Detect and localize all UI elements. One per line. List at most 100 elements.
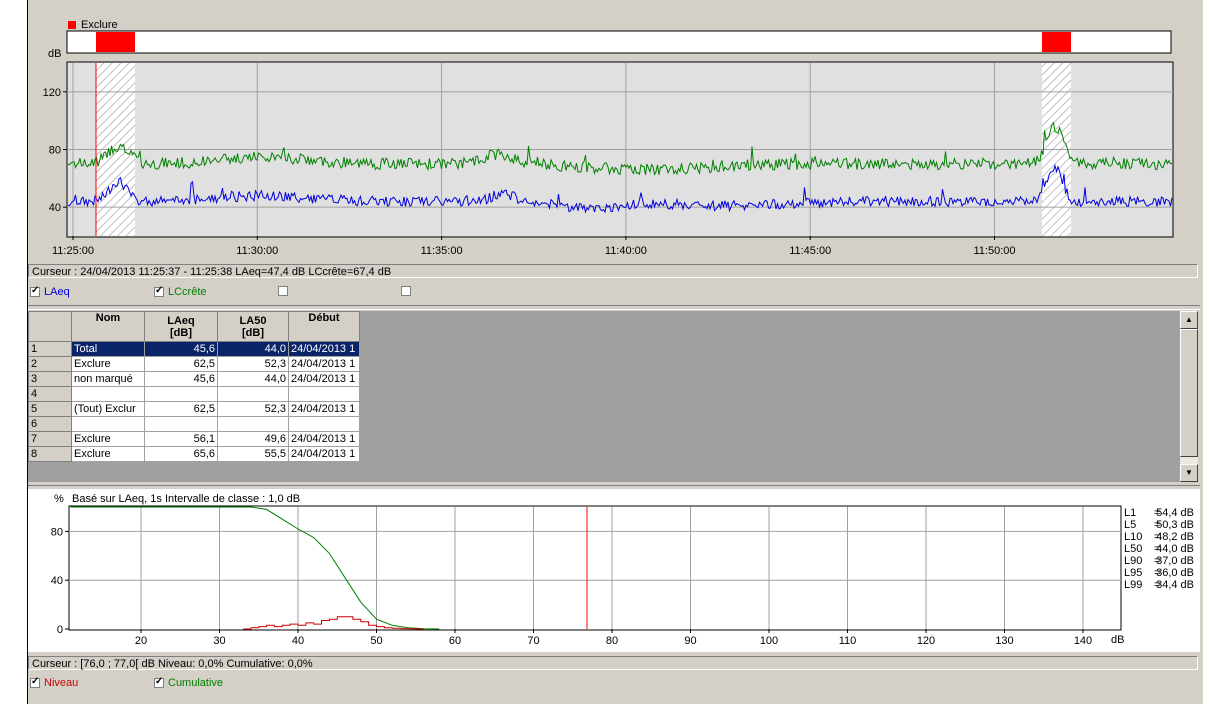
scroll-up-button[interactable]: ▲ bbox=[1180, 311, 1198, 329]
cell-la50[interactable]: 44,0 bbox=[217, 371, 289, 387]
cell-la50[interactable] bbox=[217, 416, 289, 432]
cell-debut[interactable]: 24/04/2013 1 bbox=[288, 371, 360, 387]
cell-nom[interactable] bbox=[71, 416, 145, 432]
empty-checkbox-2-box[interactable] bbox=[401, 286, 411, 296]
lccrete-checkbox-box[interactable] bbox=[154, 285, 164, 297]
cell-debut[interactable]: 24/04/2013 1 bbox=[288, 431, 360, 447]
cell-laeq[interactable] bbox=[144, 416, 218, 432]
scroll-thumb[interactable] bbox=[1180, 329, 1198, 457]
empty-checkbox-2[interactable] bbox=[401, 286, 411, 296]
percentile-equals: = bbox=[1154, 543, 1160, 555]
x-tick-label: 20 bbox=[135, 635, 147, 647]
cell-laeq[interactable]: 62,5 bbox=[144, 356, 218, 372]
cell-debut[interactable]: 24/04/2013 1 bbox=[288, 401, 360, 417]
cell-debut[interactable] bbox=[288, 416, 360, 432]
lccrete-checkbox[interactable]: LCcrête bbox=[154, 285, 207, 298]
splitter-top[interactable] bbox=[28, 305, 1200, 310]
y-tick-label: 0 bbox=[57, 624, 63, 636]
laeq-series-line bbox=[67, 163, 1173, 214]
table-row[interactable]: 3 non marqué 45,6 44,0 24/04/2013 1 bbox=[28, 371, 360, 387]
dist-cursor-readout: Curseur : [76,0 ; 77,0[ dB Niveau: 0,0% … bbox=[28, 656, 1198, 670]
table-row[interactable]: 2 Exclure 62,5 52,3 24/04/2013 1 bbox=[28, 356, 360, 372]
y-tick-label: 40 bbox=[51, 575, 63, 587]
cell-la50[interactable]: 44,0 bbox=[217, 341, 289, 357]
cell-nom[interactable] bbox=[71, 386, 145, 402]
cell-laeq[interactable]: 62,5 bbox=[144, 401, 218, 417]
cumulative-checkbox-box[interactable] bbox=[154, 676, 164, 688]
cell-nom[interactable]: (Tout) Exclur bbox=[71, 401, 145, 417]
dist-y-axis-ticks: 80 40 0 bbox=[51, 526, 69, 636]
cell-nom[interactable]: Total bbox=[71, 341, 145, 357]
row-number-cell[interactable]: 6 bbox=[28, 416, 72, 432]
exclude-marker-1[interactable] bbox=[96, 32, 135, 52]
results-table-body: 1 Total 45,6 44,0 24/04/2013 1 2 Exclure 62,5 52… bbox=[28, 341, 360, 462]
cell-laeq[interactable] bbox=[144, 386, 218, 402]
row-number-cell[interactable]: 8 bbox=[28, 446, 72, 462]
col-header-la50[interactable]: LA50 [dB] bbox=[217, 311, 289, 342]
y-tick-label: 80 bbox=[51, 526, 63, 538]
splitter-bottom[interactable] bbox=[28, 485, 1200, 490]
lccrete-checkbox-label: LCcrête bbox=[168, 286, 207, 298]
cell-nom[interactable]: Exclure bbox=[71, 431, 145, 447]
table-row[interactable]: 4 bbox=[28, 386, 360, 402]
niveau-checkbox-box[interactable] bbox=[30, 676, 40, 688]
cell-debut[interactable]: 24/04/2013 1 bbox=[288, 341, 360, 357]
distribution-chart[interactable]: % Basé sur LAeq, 1s Intervalle de classe… bbox=[28, 490, 1200, 652]
scroll-down-button[interactable]: ▼ bbox=[1180, 464, 1198, 482]
time-history-chart[interactable]: 120 80 40 11:25:00 11:30:00 11:35:00 11:40:00… bbox=[28, 28, 1200, 260]
row-number-cell[interactable]: 2 bbox=[28, 356, 72, 372]
row-number-cell[interactable]: 3 bbox=[28, 371, 72, 387]
col-header-la50-l2: [dB] bbox=[242, 326, 264, 339]
empty-checkbox-1[interactable] bbox=[278, 286, 288, 296]
table-row[interactable]: 5 (Tout) Exclur 62,5 52,3 24/04/2013 1 bbox=[28, 401, 360, 417]
exclude-swatch bbox=[68, 21, 76, 29]
y-tick-label: 80 bbox=[49, 145, 61, 157]
cell-nom[interactable]: Exclure bbox=[71, 446, 145, 462]
cell-nom[interactable]: non marqué bbox=[71, 371, 145, 387]
table-row[interactable]: 7 Exclure 56,1 49,6 24/04/2013 1 bbox=[28, 431, 360, 447]
table-scrollbar[interactable]: ▲ ▼ bbox=[1180, 311, 1198, 482]
laeq-checkbox-box[interactable] bbox=[30, 285, 40, 297]
row-number-cell[interactable]: 1 bbox=[28, 341, 72, 357]
row-number-cell[interactable]: 7 bbox=[28, 431, 72, 447]
table-row[interactable]: 6 bbox=[28, 416, 360, 432]
grid-lines bbox=[67, 63, 1173, 236]
cell-la50[interactable]: 55,5 bbox=[217, 446, 289, 462]
x-tick-label: 11:30:00 bbox=[236, 245, 278, 257]
cell-la50[interactable]: 52,3 bbox=[217, 356, 289, 372]
percentile-value: 54,4 dB bbox=[1156, 507, 1194, 519]
cell-la50[interactable] bbox=[217, 386, 289, 402]
cell-laeq[interactable]: 65,6 bbox=[144, 446, 218, 462]
empty-checkbox-1-box[interactable] bbox=[278, 286, 288, 296]
percentile-name: L99 bbox=[1124, 579, 1142, 591]
cell-laeq[interactable]: 56,1 bbox=[144, 431, 218, 447]
niveau-checkbox[interactable]: Niveau bbox=[30, 676, 79, 689]
cell-la50[interactable]: 52,3 bbox=[217, 401, 289, 417]
cell-nom[interactable]: Exclure bbox=[71, 356, 145, 372]
cell-debut[interactable]: 24/04/2013 1 bbox=[288, 356, 360, 372]
cell-laeq[interactable]: 45,6 bbox=[144, 371, 218, 387]
dist-plot-area[interactable] bbox=[68, 505, 1122, 631]
cell-debut[interactable]: 24/04/2013 1 bbox=[288, 446, 360, 462]
cumulative-checkbox[interactable]: Cumulative bbox=[154, 676, 223, 689]
cell-la50[interactable]: 49,6 bbox=[217, 431, 289, 447]
percentile-name: L90 bbox=[1124, 555, 1142, 567]
x-tick-label: 40 bbox=[292, 635, 304, 647]
marker-strip[interactable] bbox=[66, 30, 1172, 54]
col-header-laeq[interactable]: LAeq [dB] bbox=[144, 311, 218, 342]
row-number-cell[interactable]: 5 bbox=[28, 401, 72, 417]
niveau-checkbox-label: Niveau bbox=[44, 677, 79, 689]
percentile-name: L5 bbox=[1124, 519, 1136, 531]
cell-debut[interactable] bbox=[288, 386, 360, 402]
col-header-debut[interactable]: Début bbox=[288, 311, 360, 342]
laeq-checkbox[interactable]: LAeq bbox=[30, 285, 70, 298]
table-row[interactable]: 8 Exclure 65,6 55,5 24/04/2013 1 bbox=[28, 446, 360, 462]
cell-laeq[interactable]: 45,6 bbox=[144, 341, 218, 357]
y-unit-label: dB bbox=[48, 48, 62, 60]
exclude-marker-2[interactable] bbox=[1042, 32, 1071, 52]
percentile-value: 44,0 dB bbox=[1156, 543, 1194, 555]
dist-grid-lines bbox=[69, 507, 1121, 629]
row-number-cell[interactable]: 4 bbox=[28, 386, 72, 402]
table-row[interactable]: 1 Total 45,6 44,0 24/04/2013 1 bbox=[28, 341, 360, 357]
col-header-nom[interactable]: Nom bbox=[71, 311, 145, 342]
